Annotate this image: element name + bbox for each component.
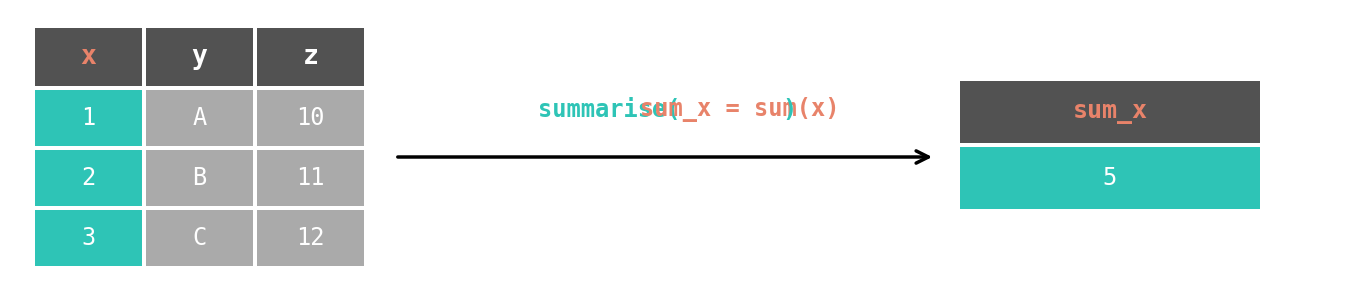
Bar	[145, 210, 252, 266]
Bar	[960, 81, 1259, 143]
Bar	[257, 28, 364, 86]
Bar	[257, 90, 364, 146]
Text: A: A	[192, 106, 207, 130]
Bar	[36, 150, 141, 206]
Text: x: x	[81, 44, 96, 70]
Text: summarise(: summarise(	[538, 98, 681, 122]
Text: 2: 2	[81, 166, 96, 190]
Text: ): )	[782, 98, 797, 122]
Text: z: z	[303, 44, 318, 70]
Text: B: B	[192, 166, 207, 190]
Text: y: y	[192, 44, 207, 70]
Bar	[36, 90, 141, 146]
Bar	[36, 210, 141, 266]
Text: 11: 11	[296, 166, 325, 190]
Text: C: C	[192, 226, 207, 250]
Text: 1: 1	[81, 106, 96, 130]
Text: sum_x: sum_x	[1073, 100, 1147, 124]
Text: 3: 3	[81, 226, 96, 250]
Text: 10: 10	[296, 106, 325, 130]
Text: 5: 5	[1103, 166, 1117, 190]
Text: sum_x = sum(x): sum_x = sum(x)	[639, 97, 840, 122]
Bar	[145, 150, 252, 206]
Bar	[960, 147, 1259, 209]
Bar	[145, 28, 252, 86]
Bar	[257, 210, 364, 266]
Bar	[36, 28, 141, 86]
Bar	[145, 90, 252, 146]
Text: 12: 12	[296, 226, 325, 250]
Bar	[257, 150, 364, 206]
